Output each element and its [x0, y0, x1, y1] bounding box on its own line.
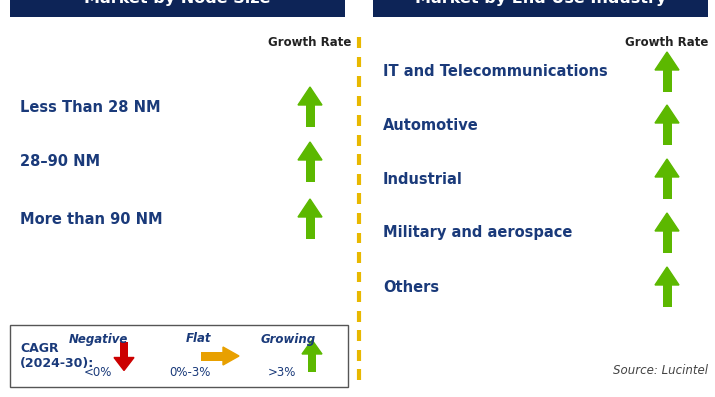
- Text: Less Than 28 NM: Less Than 28 NM: [20, 100, 161, 114]
- Bar: [663, 123, 671, 145]
- Bar: [305, 217, 315, 239]
- Text: Negative: Negative: [69, 333, 128, 345]
- Polygon shape: [298, 199, 322, 217]
- Text: Others: Others: [383, 279, 439, 295]
- Bar: [305, 160, 315, 182]
- Polygon shape: [302, 340, 322, 354]
- Polygon shape: [655, 213, 679, 231]
- Bar: [373, 0, 708, 17]
- Text: Automotive: Automotive: [383, 118, 479, 133]
- Polygon shape: [298, 142, 322, 160]
- Text: 0%-3%: 0%-3%: [169, 366, 211, 380]
- Text: Industrial: Industrial: [383, 172, 463, 187]
- Polygon shape: [655, 267, 679, 285]
- Text: Market by Node Size: Market by Node Size: [84, 0, 271, 6]
- Bar: [663, 70, 671, 92]
- Text: 28–90 NM: 28–90 NM: [20, 154, 100, 170]
- Text: Market by End Use Industry: Market by End Use Industry: [415, 0, 666, 6]
- Bar: [120, 341, 128, 358]
- Bar: [10, 325, 348, 387]
- Polygon shape: [655, 105, 679, 123]
- Polygon shape: [114, 358, 134, 370]
- Bar: [663, 285, 671, 307]
- Text: (2024-30):: (2024-30):: [20, 358, 94, 370]
- Text: IT and Telecommunications: IT and Telecommunications: [383, 64, 608, 79]
- Polygon shape: [655, 159, 679, 177]
- Bar: [308, 354, 316, 372]
- Text: <0%: <0%: [84, 366, 112, 380]
- Text: Military and aerospace: Military and aerospace: [383, 225, 573, 241]
- Text: >3%: >3%: [268, 366, 296, 380]
- Text: Growing: Growing: [260, 333, 315, 345]
- Text: Growth Rate: Growth Rate: [268, 37, 352, 50]
- Text: Growth Rate: Growth Rate: [626, 37, 709, 50]
- Bar: [10, 0, 345, 17]
- Polygon shape: [298, 87, 322, 105]
- Polygon shape: [223, 347, 239, 365]
- Polygon shape: [655, 52, 679, 70]
- Bar: [663, 231, 671, 253]
- Text: Source: Lucintel: Source: Lucintel: [613, 364, 708, 377]
- Bar: [201, 351, 223, 360]
- Text: Flat: Flat: [185, 333, 211, 345]
- Text: More than 90 NM: More than 90 NM: [20, 212, 162, 227]
- Bar: [663, 177, 671, 199]
- Bar: [305, 105, 315, 127]
- Text: CAGR: CAGR: [20, 341, 59, 355]
